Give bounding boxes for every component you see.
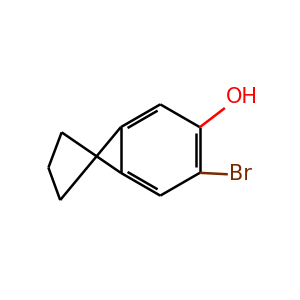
Text: OH: OH <box>226 87 258 106</box>
Text: Br: Br <box>229 164 252 184</box>
